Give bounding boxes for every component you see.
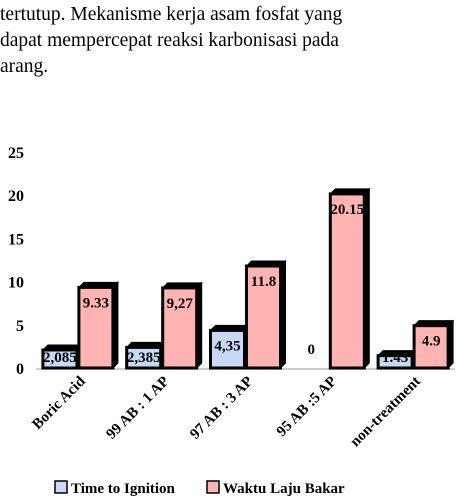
bar [41, 348, 79, 370]
bar [245, 264, 282, 370]
bar [125, 345, 163, 370]
bar [209, 328, 246, 370]
category-label: 97 AB : 3 AP [187, 374, 256, 443]
data-label: 9.33 [83, 295, 109, 311]
data-label: 2,085 [43, 350, 77, 366]
data-label: 20.15 [330, 202, 364, 218]
category-label: 99 AB : 1 AP [103, 374, 172, 443]
y-tick-label: 15 [8, 231, 24, 248]
data-label: 11.8 [251, 274, 276, 290]
y-tick-label: 0 [16, 361, 24, 378]
bar [77, 285, 115, 370]
body-paragraph: tertutup. Mekanisme kerja asam fosfat ya… [0, 4, 343, 77]
data-label: 4.9 [422, 334, 441, 350]
legend-label: Time to Ignition [71, 481, 176, 497]
y-tick-label: 5 [16, 318, 24, 335]
data-label: 4,35 [214, 338, 240, 354]
bar [376, 354, 414, 370]
legend-swatch [54, 480, 68, 494]
bar [412, 324, 450, 370]
y-tick-label: 20 [8, 188, 24, 205]
y-tick-label: 25 [8, 145, 24, 162]
data-label: 2,385 [127, 350, 161, 366]
bar [328, 192, 366, 370]
legend-swatch [206, 480, 220, 494]
data-label: 9,27 [167, 296, 194, 312]
data-label: 0 [308, 342, 316, 358]
category-label: Boric Acid [29, 373, 89, 433]
category-label: non-treatment [347, 374, 424, 451]
category-label: 95 AB :5 AP [274, 374, 340, 440]
legend-label: Waktu Laju Bakar [223, 481, 345, 497]
y-tick-label: 10 [8, 275, 24, 292]
data-label: 1.43 [382, 350, 408, 366]
bar [161, 286, 199, 370]
